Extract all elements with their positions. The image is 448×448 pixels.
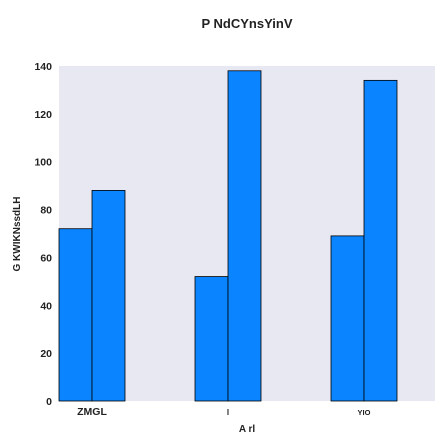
y-tick-label: 20 xyxy=(40,348,52,360)
bar-YIO-0 xyxy=(330,235,365,402)
x-tick-label: YIO xyxy=(358,408,371,417)
bar-YIO-1 xyxy=(363,79,398,402)
y-tick-label: 120 xyxy=(34,109,52,121)
y-tick-label: 40 xyxy=(40,300,52,312)
chart-title: P NdCYnsYinV xyxy=(201,16,292,31)
y-tick-label: 80 xyxy=(40,205,52,217)
y-tick-label: 140 xyxy=(34,61,52,73)
y-axis-ticks: 0 20 40 60 80 100 120 140 xyxy=(34,61,52,408)
bars xyxy=(58,70,398,402)
x-tick-label: ZMGL xyxy=(77,406,107,418)
y-axis-label: G KWIKNssdLH xyxy=(12,197,23,272)
y-tick-label: 100 xyxy=(34,157,52,169)
x-tick-label: l xyxy=(227,408,229,417)
bar-ZMGL-0 xyxy=(58,228,93,402)
bar-l-0 xyxy=(194,276,229,402)
bar-ZMGL-1 xyxy=(91,190,126,402)
x-axis-ticks: ZMGL l YIO xyxy=(77,406,371,418)
y-tick-label: 0 xyxy=(46,396,52,408)
y-tick-label: 60 xyxy=(40,252,52,264)
bar-l-1 xyxy=(227,70,262,402)
x-axis-label: A rl xyxy=(239,424,256,435)
